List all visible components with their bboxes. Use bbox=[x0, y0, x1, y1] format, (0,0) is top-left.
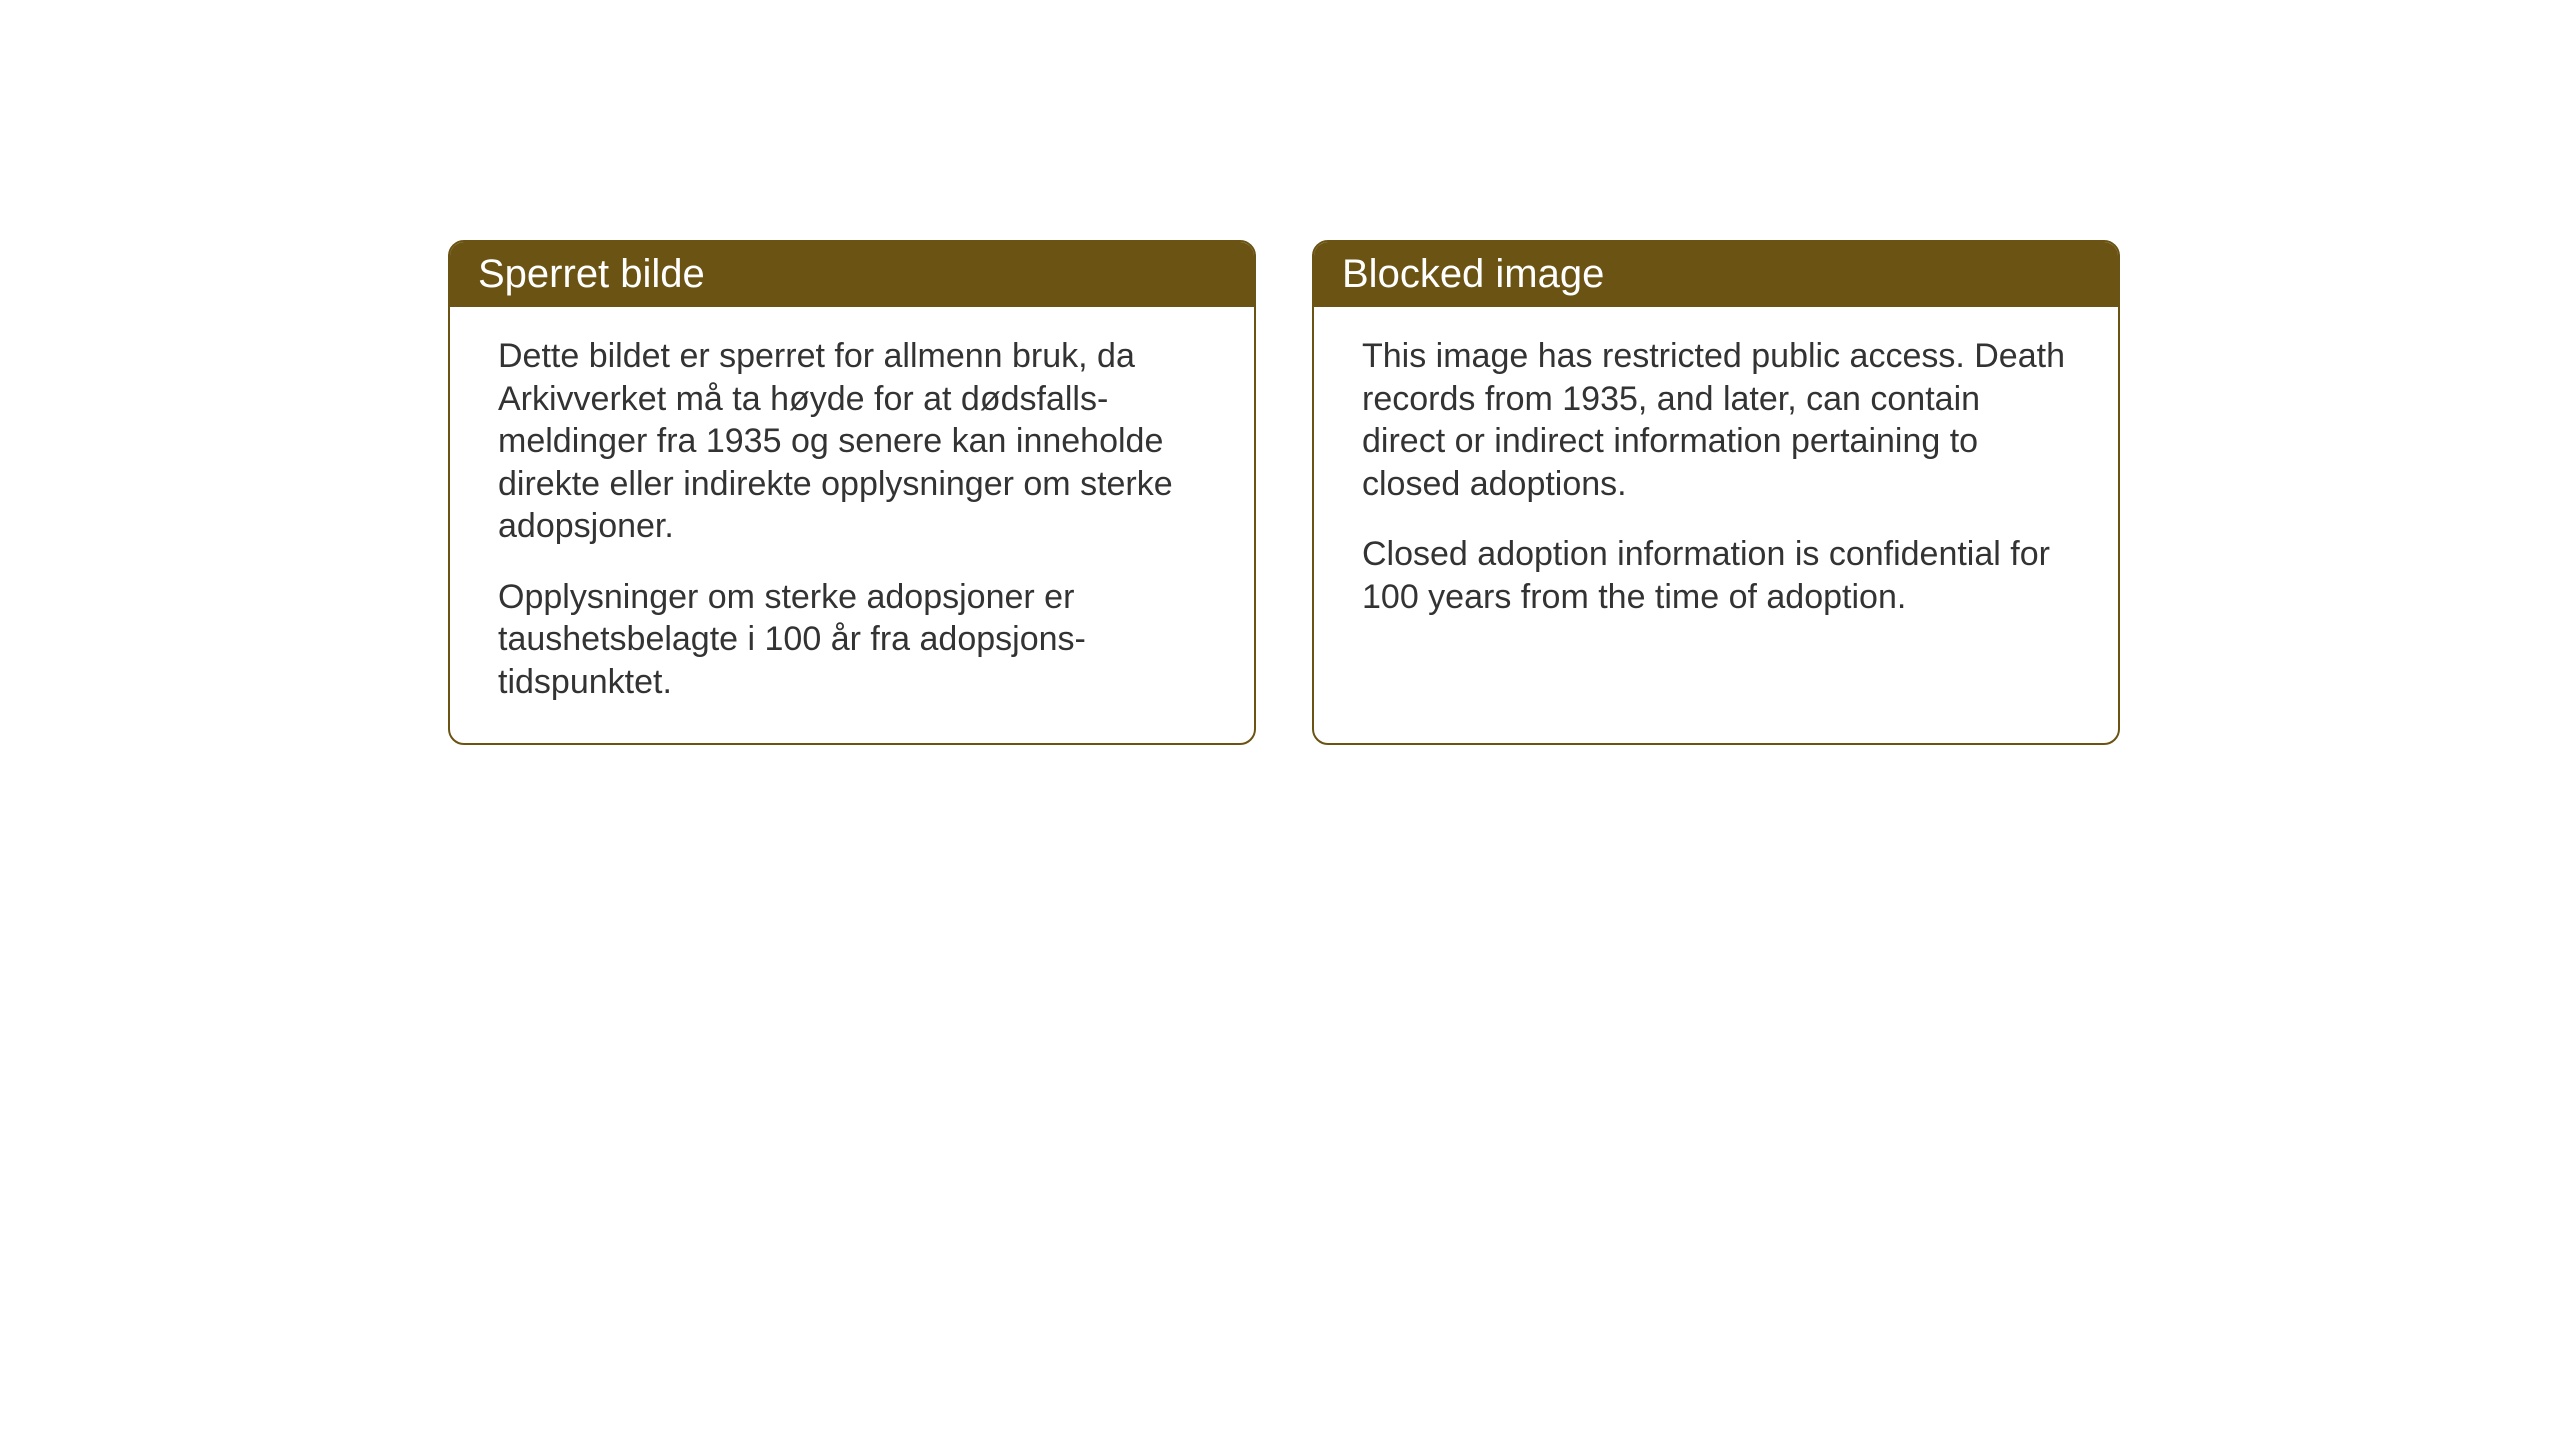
paragraph-english-1: This image has restricted public access.… bbox=[1362, 335, 2070, 505]
notices-container: Sperret bilde Dette bildet er sperret fo… bbox=[448, 240, 2120, 745]
notice-card-english: Blocked image This image has restricted … bbox=[1312, 240, 2120, 745]
card-title-english: Blocked image bbox=[1342, 252, 1604, 296]
card-title-norwegian: Sperret bilde bbox=[478, 252, 705, 296]
notice-card-norwegian: Sperret bilde Dette bildet er sperret fo… bbox=[448, 240, 1256, 745]
card-header-norwegian: Sperret bilde bbox=[450, 242, 1254, 307]
paragraph-norwegian-2: Opplysninger om sterke adopsjoner er tau… bbox=[498, 576, 1206, 704]
card-header-english: Blocked image bbox=[1314, 242, 2118, 307]
card-body-norwegian: Dette bildet er sperret for allmenn bruk… bbox=[450, 307, 1254, 743]
paragraph-english-2: Closed adoption information is confident… bbox=[1362, 533, 2070, 618]
paragraph-norwegian-1: Dette bildet er sperret for allmenn bruk… bbox=[498, 335, 1206, 548]
card-body-english: This image has restricted public access.… bbox=[1314, 307, 2118, 658]
